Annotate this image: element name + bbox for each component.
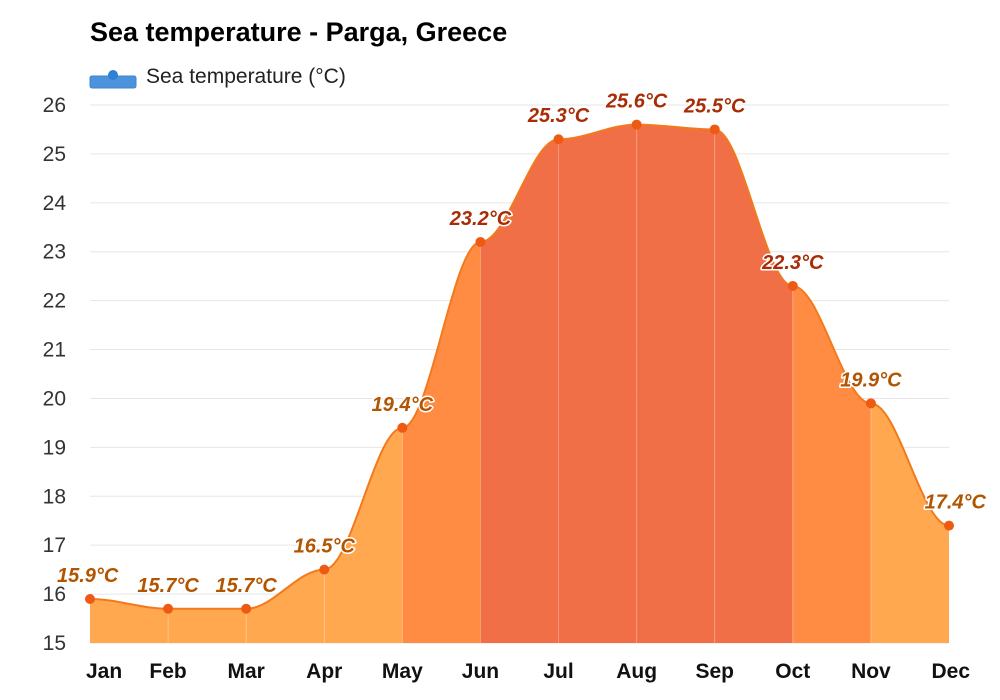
series-line-path (89, 123, 950, 610)
x-tick-label: Apr (306, 660, 342, 683)
y-tick-label: 15 (43, 632, 66, 655)
y-tick-label: 21 (43, 339, 66, 362)
data-label: 19.4°C (372, 394, 434, 416)
x-tick-label: Sep (695, 660, 734, 683)
x-tick-label: Jan (86, 660, 122, 683)
data-point (553, 134, 564, 145)
y-tick-label: 16 (43, 583, 66, 606)
data-point (944, 520, 954, 531)
data-point (319, 564, 330, 575)
x-tick-label: Oct (775, 660, 810, 683)
data-label: 25.3°C (527, 105, 590, 127)
x-tick-label: May (382, 660, 423, 683)
y-tick-label: 17 (43, 534, 66, 557)
data-point (163, 603, 174, 614)
data-label: 25.5°C (683, 95, 746, 117)
area-segment (480, 139, 559, 643)
area-segment (90, 598, 169, 643)
y-axis-ticks: 15 16 17 18 19 20 21 22 23 24 25 26 (43, 94, 67, 655)
data-label: 15.7°C (215, 575, 277, 597)
legend: Sea temperature (°C) (89, 65, 346, 89)
area-segment (714, 129, 793, 644)
area-segment (870, 403, 949, 643)
area-segment (246, 569, 325, 643)
legend-marker (108, 70, 118, 80)
y-tick-label: 26 (43, 94, 66, 117)
data-labels: 15.9°C 15.7°C 15.7°C 16.5°C 19.4°C 23.2°C 25.3… (56, 89, 989, 598)
data-point (709, 124, 720, 135)
data-label: 15.7°C (137, 575, 199, 597)
y-tick-label: 20 (43, 387, 66, 410)
y-tick-label: 18 (43, 485, 66, 508)
x-tick-label: Jun (462, 660, 499, 683)
data-point (865, 398, 876, 409)
data-point (631, 119, 642, 130)
area-segment (792, 285, 871, 643)
chart-title: Sea temperature - Parga, Greece (90, 17, 507, 47)
y-tick-label: 22 (43, 290, 66, 313)
area-segment (558, 124, 637, 643)
data-label: 17.4°C (925, 492, 987, 514)
data-point (475, 236, 486, 247)
area-segment (636, 124, 715, 643)
x-tick-label: Aug (616, 660, 657, 683)
x-tick-label: Feb (149, 660, 186, 683)
area-segment (324, 427, 403, 643)
x-axis-ticks: Jan Feb Mar Apr May Jun Jul Aug Sep Oct Nov Dec (86, 660, 970, 683)
y-tick-label: 24 (43, 192, 67, 215)
y-tick-label: 19 (43, 436, 66, 459)
data-points (85, 119, 954, 614)
x-tick-label: Dec (931, 660, 970, 683)
area-segment (168, 608, 247, 643)
area-segment (402, 241, 481, 644)
data-label: 16.5°C (294, 536, 356, 558)
data-point (85, 593, 95, 604)
data-label: 23.2°C (449, 208, 512, 230)
area-fill (90, 124, 949, 644)
y-tick-label: 25 (43, 143, 66, 166)
data-point (397, 422, 408, 433)
data-point (241, 603, 252, 614)
series-line (89, 123, 950, 610)
data-label: 25.6°C (605, 91, 668, 113)
data-label: 19.9°C (840, 369, 902, 391)
data-label: 15.9°C (57, 565, 119, 587)
legend-label: Sea temperature (°C) (146, 65, 346, 88)
x-tick-label: Jul (543, 660, 573, 683)
data-label: 22.3°C (761, 252, 824, 274)
x-tick-label: Nov (851, 660, 891, 683)
y-tick-label: 23 (43, 241, 66, 264)
x-tick-label: Mar (228, 660, 265, 683)
data-point (787, 280, 798, 291)
